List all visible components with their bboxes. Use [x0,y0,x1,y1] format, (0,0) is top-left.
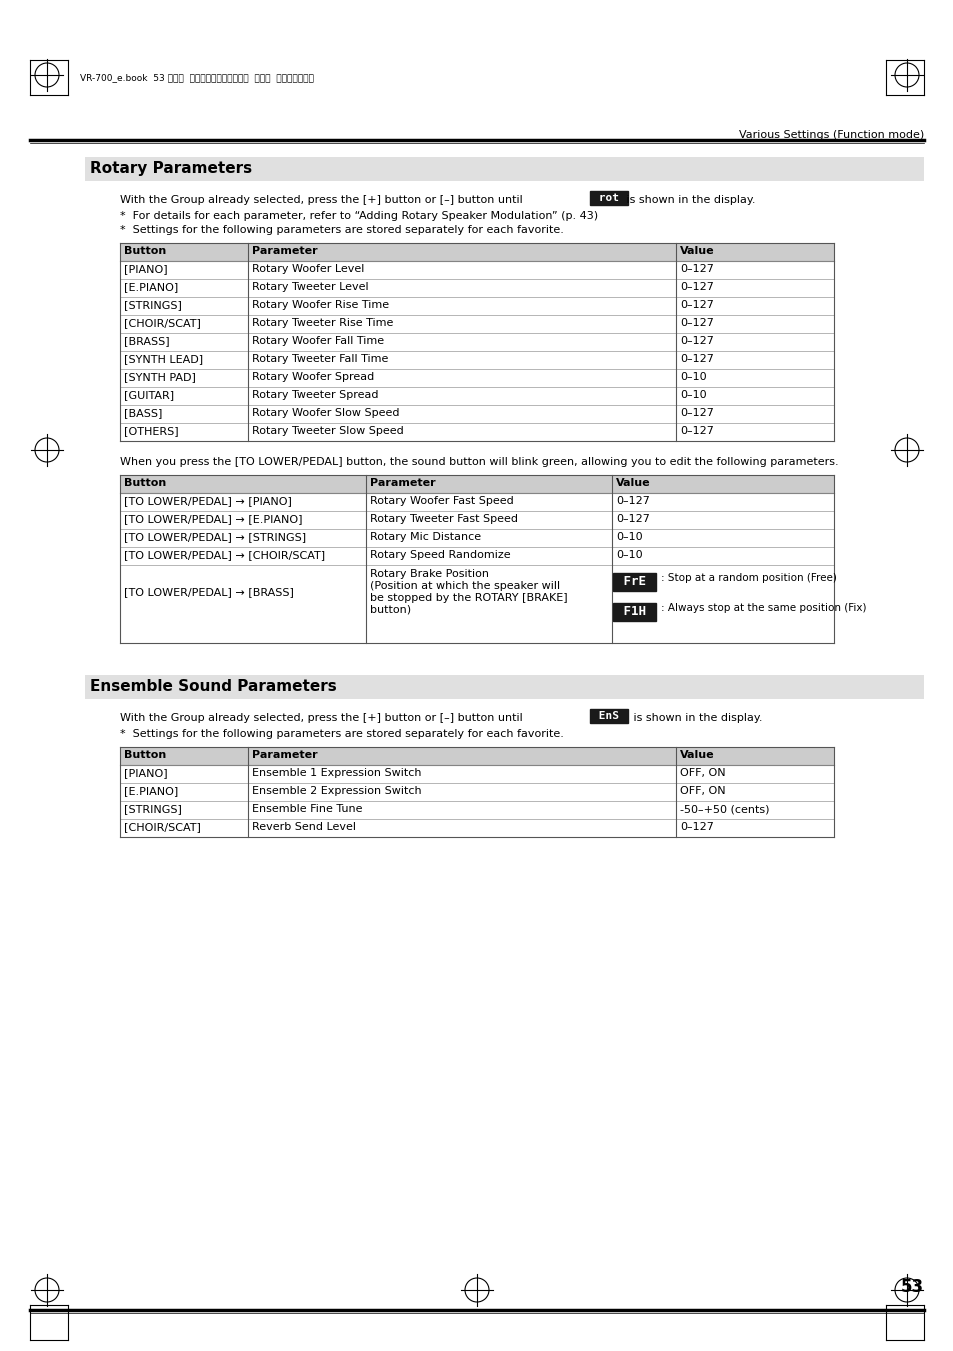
Bar [85,676,923,698]
Text: Rotary Tweeter Rise Time: Rotary Tweeter Rise Time [252,317,393,328]
Text: 0–10: 0–10 [679,372,706,382]
Text: [TO LOWER/PEDAL] → [E.PIANO]: [TO LOWER/PEDAL] → [E.PIANO] [124,513,302,524]
Text: [TO LOWER/PEDAL] → [STRINGS]: [TO LOWER/PEDAL] → [STRINGS] [124,532,306,542]
Text: When you press the [TO LOWER/PEDAL] button, the sound button will blink green, a: When you press the [TO LOWER/PEDAL] butt… [120,457,838,467]
Text: With the Group already selected, press the [+] button or [–] button until: With the Group already selected, press t… [120,195,522,205]
Text: 0–127: 0–127 [679,821,713,832]
Text: is shown in the display.: is shown in the display. [622,195,755,205]
Text: 0–10: 0–10 [679,390,706,400]
Text: Value: Value [679,750,714,761]
Text: Rotary Woofer Fall Time: Rotary Woofer Fall Time [252,336,384,346]
Text: 0–127: 0–127 [679,426,713,436]
Text: With the Group already selected, press the [+] button or [–] button until: With the Group already selected, press t… [120,713,522,723]
Text: [CHOIR/SCAT]: [CHOIR/SCAT] [124,821,201,832]
Bar [120,747,833,765]
Text: Rotary Speed Randomize: Rotary Speed Randomize [370,550,510,561]
Text: is shown in the display.: is shown in the display. [629,713,761,723]
Text: Rotary Tweeter Fast Speed: Rotary Tweeter Fast Speed [370,513,517,524]
Text: Ensemble Fine Tune: Ensemble Fine Tune [252,804,362,815]
Text: 0–127: 0–127 [679,263,713,274]
Text: 0–127: 0–127 [679,282,713,292]
Text: Button: Button [124,246,166,255]
Text: (Position at which the speaker will: (Position at which the speaker will [370,581,559,590]
Text: [TO LOWER/PEDAL] → [BRASS]: [TO LOWER/PEDAL] → [BRASS] [124,586,294,597]
Text: FrE: FrE [616,576,653,588]
Text: Value: Value [616,478,650,488]
Text: OFF, ON: OFF, ON [679,767,725,778]
Text: Rotary Woofer Spread: Rotary Woofer Spread [252,372,374,382]
Text: button): button) [370,605,411,615]
Text: [PIANO]: [PIANO] [124,767,168,778]
Text: [BRASS]: [BRASS] [124,336,170,346]
Text: Button: Button [124,478,166,488]
Text: OFF, ON: OFF, ON [679,786,725,796]
Text: : Always stop at the same position (Fix): : Always stop at the same position (Fix) [660,603,865,613]
Text: Rotary Tweeter Slow Speed: Rotary Tweeter Slow Speed [252,426,403,436]
Bar [120,243,833,261]
Text: Rotary Woofer Rise Time: Rotary Woofer Rise Time [252,300,389,309]
Bar [85,157,923,181]
Text: Rotary Tweeter Spread: Rotary Tweeter Spread [252,390,378,400]
Text: be stopped by the ROTARY [BRAKE]: be stopped by the ROTARY [BRAKE] [370,593,567,603]
Bar [120,476,833,493]
Text: Parameter: Parameter [252,246,317,255]
Text: 0–127: 0–127 [679,408,713,417]
Text: Ensemble Sound Parameters: Ensemble Sound Parameters [90,680,336,694]
Text: F1H: F1H [616,605,653,617]
Text: 0–10: 0–10 [616,532,642,542]
Text: 0–127: 0–127 [616,513,649,524]
Text: [E.PIANO]: [E.PIANO] [124,786,178,796]
Text: [BASS]: [BASS] [124,408,162,417]
Text: *  Settings for the following parameters are stored separately for each favorite: * Settings for the following parameters … [120,226,563,235]
Text: [STRINGS]: [STRINGS] [124,804,182,815]
Text: 0–127: 0–127 [679,354,713,363]
Text: Parameter: Parameter [252,750,317,761]
Text: [E.PIANO]: [E.PIANO] [124,282,178,292]
Text: [TO LOWER/PEDAL] → [PIANO]: [TO LOWER/PEDAL] → [PIANO] [124,496,292,507]
Text: : Stop at a random position (Free): : Stop at a random position (Free) [660,573,836,584]
Text: Ensemble 2 Expression Switch: Ensemble 2 Expression Switch [252,786,421,796]
Text: 0–127: 0–127 [679,336,713,346]
Text: EnS: EnS [592,711,625,721]
Text: [PIANO]: [PIANO] [124,263,168,274]
Text: Button: Button [124,750,166,761]
Text: Rotary Mic Distance: Rotary Mic Distance [370,532,480,542]
Text: [GUITAR]: [GUITAR] [124,390,174,400]
Text: VR-700_e.book  53 ページ  ２００９年１１月１８日  水曜日  午前９時２４分: VR-700_e.book 53 ページ ２００９年１１月１８日 水曜日 午前９… [80,73,314,82]
Text: [TO LOWER/PEDAL] → [CHOIR/SCAT]: [TO LOWER/PEDAL] → [CHOIR/SCAT] [124,550,325,561]
Text: Ensemble 1 Expression Switch: Ensemble 1 Expression Switch [252,767,421,778]
Text: Rotary Woofer Slow Speed: Rotary Woofer Slow Speed [252,408,399,417]
Text: [SYNTH LEAD]: [SYNTH LEAD] [124,354,203,363]
Text: *  For details for each parameter, refer to “Adding Rotary Speaker Modulation” (: * For details for each parameter, refer … [120,211,598,222]
Text: [SYNTH PAD]: [SYNTH PAD] [124,372,195,382]
Text: [OTHERS]: [OTHERS] [124,426,178,436]
Text: [STRINGS]: [STRINGS] [124,300,182,309]
Text: Value: Value [679,246,714,255]
Text: 0–127: 0–127 [616,496,649,507]
Text: Rotary Tweeter Fall Time: Rotary Tweeter Fall Time [252,354,388,363]
Text: 53: 53 [900,1278,923,1296]
Text: 0–127: 0–127 [679,317,713,328]
Text: rot: rot [592,193,625,203]
Text: 0–10: 0–10 [616,550,642,561]
Text: Rotary Brake Position: Rotary Brake Position [370,569,489,580]
Text: Rotary Woofer Fast Speed: Rotary Woofer Fast Speed [370,496,514,507]
Text: Various Settings (Function mode): Various Settings (Function mode) [738,130,923,141]
Text: *  Settings for the following parameters are stored separately for each favorite: * Settings for the following parameters … [120,730,563,739]
Text: Rotary Woofer Level: Rotary Woofer Level [252,263,364,274]
Text: Parameter: Parameter [370,478,436,488]
Text: Rotary Parameters: Rotary Parameters [90,161,252,176]
Text: [CHOIR/SCAT]: [CHOIR/SCAT] [124,317,201,328]
Text: -50–+50 (cents): -50–+50 (cents) [679,804,769,815]
Text: 0–127: 0–127 [679,300,713,309]
Text: Rotary Tweeter Level: Rotary Tweeter Level [252,282,368,292]
Text: Reverb Send Level: Reverb Send Level [252,821,355,832]
